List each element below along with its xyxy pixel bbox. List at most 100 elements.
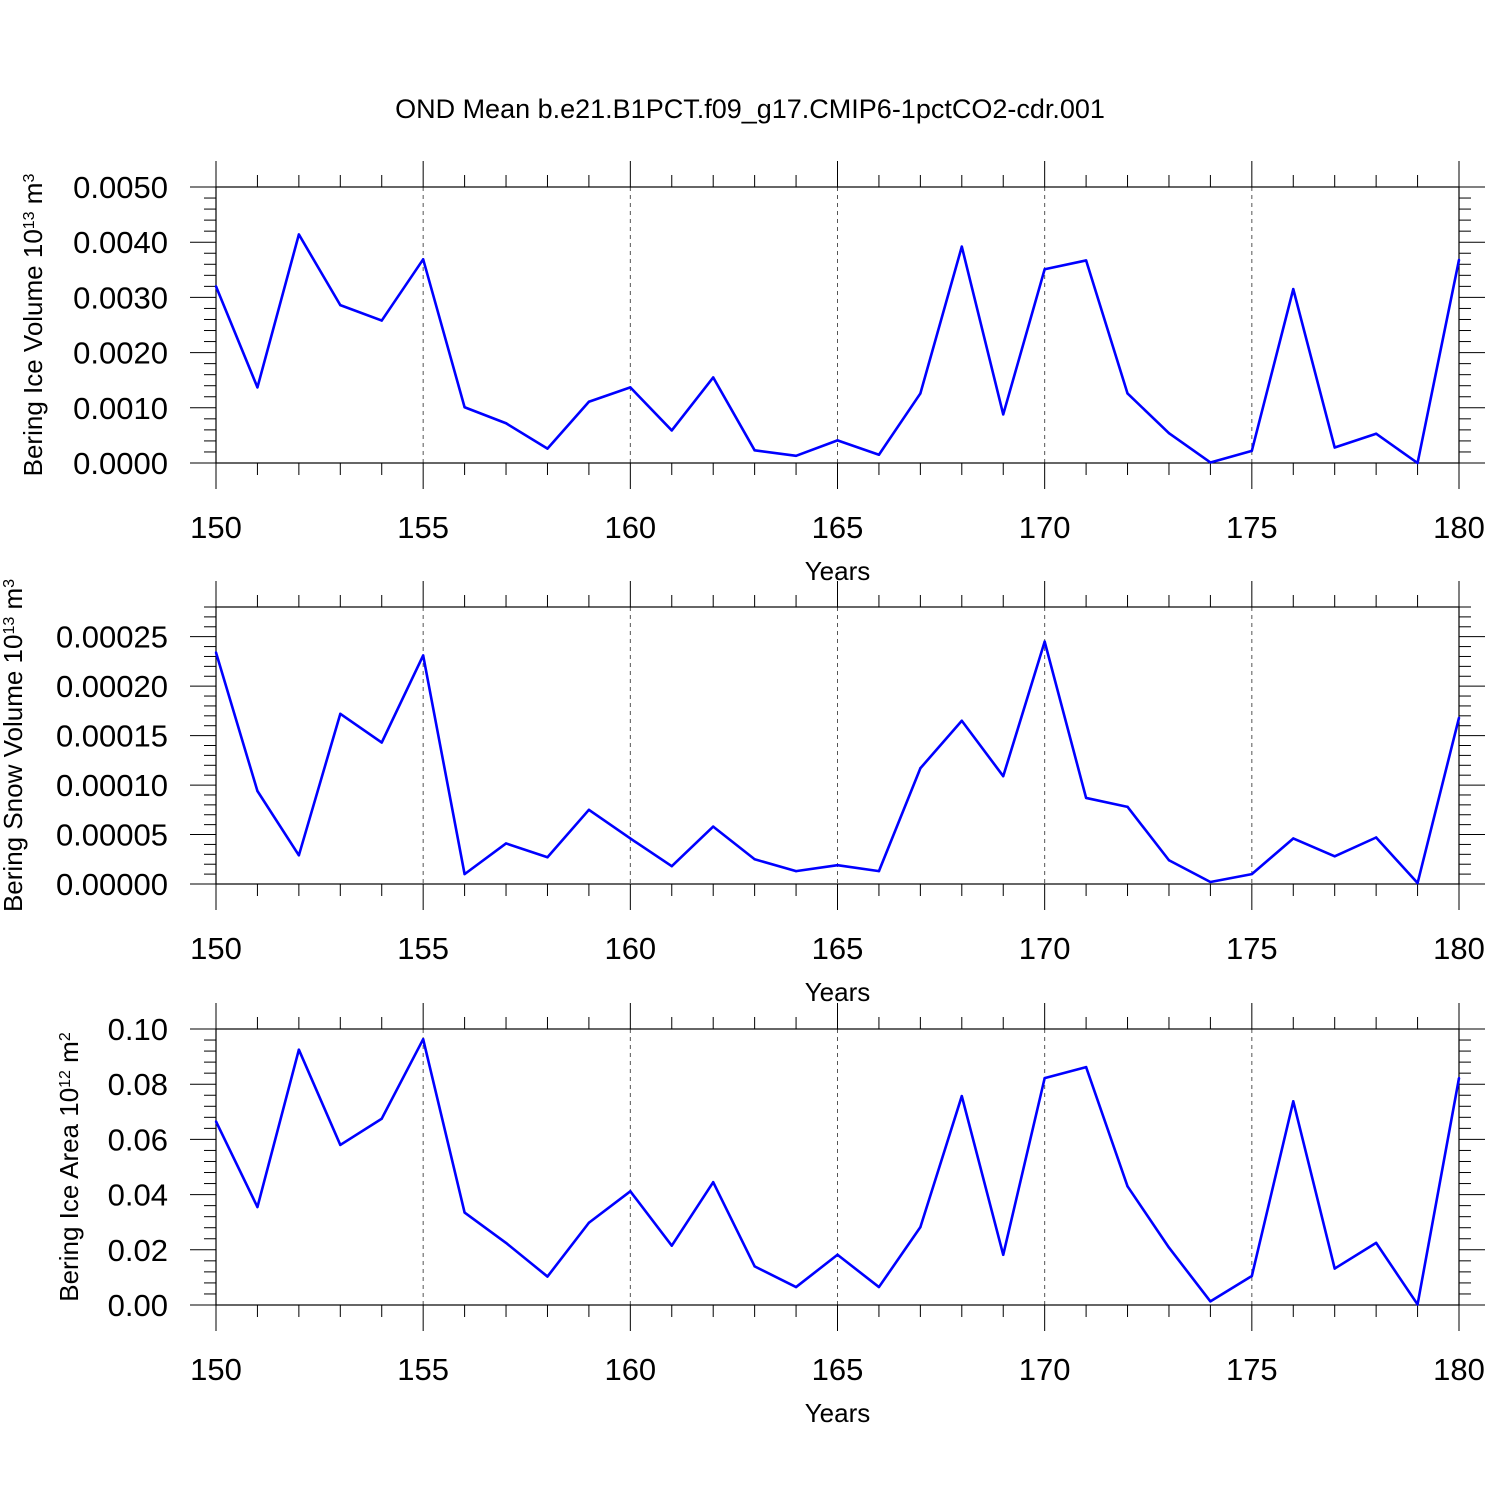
data-point bbox=[1126, 1185, 1129, 1188]
data-point bbox=[960, 1094, 963, 1098]
data-point bbox=[1374, 1241, 1378, 1245]
y-tick-label: 0.00015 bbox=[56, 719, 168, 754]
data-point bbox=[1292, 837, 1295, 840]
data-point bbox=[1002, 1253, 1005, 1256]
data-point bbox=[256, 1205, 259, 1209]
y-axis-label-text: Bering Ice Volume 10 bbox=[18, 229, 48, 476]
data-point bbox=[256, 789, 259, 793]
data-point bbox=[836, 1253, 839, 1256]
data-point bbox=[1457, 258, 1461, 262]
data-point bbox=[1002, 413, 1005, 416]
data-point bbox=[504, 842, 508, 845]
y-axis-label-unit-exponent: 3 bbox=[1, 579, 18, 588]
data-point bbox=[1209, 461, 1212, 464]
y-tick-label: 0.10 bbox=[108, 1012, 168, 1047]
data-point bbox=[1250, 872, 1254, 876]
x-tick-label: 150 bbox=[190, 1352, 242, 1387]
data-point bbox=[421, 1038, 425, 1041]
x-tick-label: 180 bbox=[1433, 1352, 1485, 1387]
data-point bbox=[1084, 796, 1088, 800]
x-tick-label: 175 bbox=[1226, 1352, 1278, 1387]
data-point bbox=[1167, 1246, 1171, 1249]
data-point bbox=[836, 864, 839, 867]
x-tick-label: 150 bbox=[190, 510, 242, 545]
y-tick-label: 0.02 bbox=[108, 1233, 168, 1268]
data-point bbox=[1416, 461, 1419, 465]
y-axis-label-text: Bering Snow Volume 10 bbox=[0, 635, 28, 913]
data-point bbox=[256, 386, 259, 389]
x-tick-label: 170 bbox=[1019, 931, 1071, 966]
y-axis-label: Bering Ice Area 1012 m2 bbox=[54, 1032, 84, 1302]
data-point bbox=[463, 406, 466, 409]
data-point bbox=[794, 454, 798, 458]
x-tick-label: 170 bbox=[1019, 510, 1071, 545]
x-tick-label: 180 bbox=[1433, 931, 1485, 966]
panel-1: 150 155 160 165 170 175 180 0.0000 0.0010 0.0020 0… bbox=[18, 161, 1485, 586]
data-point bbox=[836, 439, 839, 442]
y-tick-label: 0.0010 bbox=[73, 391, 168, 426]
y-tick-label: 0.00 bbox=[108, 1288, 168, 1323]
chart-title: OND Mean b.e21.B1PCT.f09_g17.CMIP6-1pctC… bbox=[395, 94, 1105, 124]
data-point bbox=[1333, 446, 1336, 449]
y-tick-label: 0.00025 bbox=[56, 620, 168, 655]
y-axis-label-text: Bering Ice Area 10 bbox=[54, 1088, 84, 1302]
data-point bbox=[587, 1221, 591, 1224]
data-point bbox=[670, 864, 673, 868]
data-point bbox=[919, 1225, 922, 1229]
data-point bbox=[877, 1285, 881, 1289]
x-tick-label: 160 bbox=[604, 1352, 656, 1387]
y-axis-label-unit-exponent: 3 bbox=[21, 174, 38, 183]
x-tick-label: 175 bbox=[1226, 510, 1278, 545]
data-point bbox=[712, 376, 715, 379]
data-point bbox=[1167, 859, 1171, 862]
y-tick-label: 0.0030 bbox=[73, 280, 168, 315]
data-point bbox=[877, 869, 881, 873]
data-point bbox=[587, 400, 591, 403]
x-tick-label: 155 bbox=[397, 931, 449, 966]
data-point bbox=[504, 1241, 508, 1245]
data-point bbox=[794, 1285, 798, 1289]
data-point bbox=[629, 1190, 632, 1193]
x-tick-label: 165 bbox=[812, 510, 864, 545]
data-point bbox=[1333, 855, 1336, 858]
y-tick-label: 0.0050 bbox=[73, 170, 168, 205]
data-point bbox=[1167, 431, 1171, 435]
panel-2: 150 155 160 165 170 175 180 0.00000 0.00005 0.000… bbox=[0, 579, 1485, 1007]
data-point bbox=[463, 872, 466, 876]
y-axis-label-unit: m bbox=[0, 588, 28, 617]
data-point bbox=[1250, 1274, 1254, 1278]
data-point bbox=[546, 447, 549, 450]
data-point bbox=[1043, 640, 1046, 643]
data-point bbox=[339, 303, 342, 307]
y-tick-label: 0.08 bbox=[108, 1067, 168, 1102]
data-point bbox=[960, 245, 963, 248]
data-point bbox=[1457, 1076, 1461, 1080]
x-tick-label: 175 bbox=[1226, 931, 1278, 966]
y-axis-label: Bering Snow Volume 1013 m3 bbox=[0, 579, 28, 912]
data-point bbox=[670, 1244, 673, 1247]
data-point bbox=[297, 233, 301, 236]
data-point bbox=[214, 651, 218, 654]
y-axis-label-unit: m bbox=[54, 1041, 84, 1070]
data-point bbox=[670, 429, 673, 432]
data-point bbox=[339, 712, 342, 716]
data-point bbox=[1374, 836, 1378, 839]
data-point bbox=[380, 1117, 383, 1120]
y-tick-label: 0.00020 bbox=[56, 669, 168, 704]
x-tick-label: 150 bbox=[190, 931, 242, 966]
data-point bbox=[214, 1120, 218, 1123]
data-point bbox=[1333, 1267, 1336, 1270]
x-axis-label: Years bbox=[805, 977, 871, 1007]
data-point bbox=[297, 854, 301, 857]
panel-3: 150 155 160 165 170 175 180 0.00 0.02 0.04 0.06 0.0… bbox=[54, 1003, 1485, 1428]
data-point bbox=[1084, 259, 1088, 262]
data-point bbox=[1416, 1303, 1419, 1306]
data-point bbox=[1126, 392, 1129, 395]
data-point bbox=[960, 719, 963, 722]
data-point bbox=[1457, 716, 1461, 719]
y-tick-label: 0.00000 bbox=[56, 867, 168, 902]
data-point bbox=[712, 825, 715, 828]
data-point bbox=[339, 1143, 342, 1147]
y-tick-label: 0.0040 bbox=[73, 225, 168, 260]
